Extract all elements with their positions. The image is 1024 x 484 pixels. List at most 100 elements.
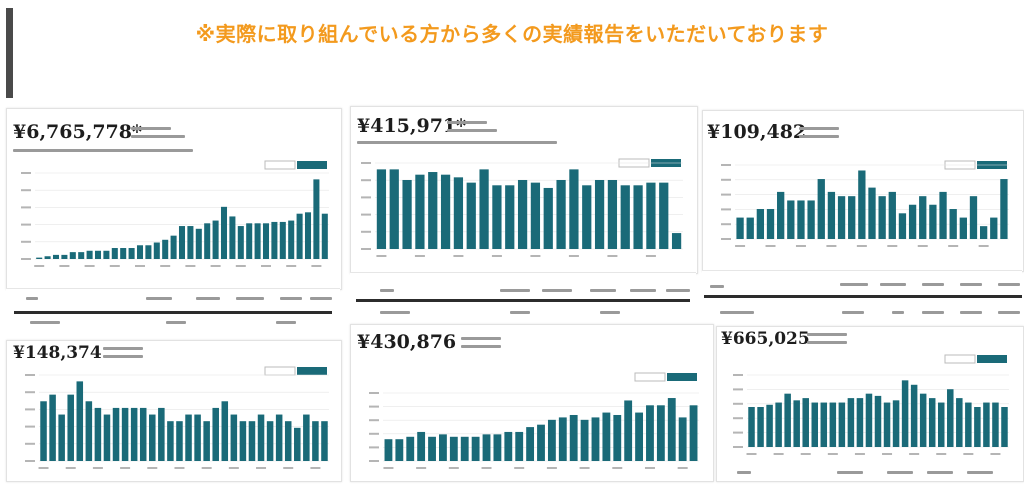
y-tick-label: [361, 196, 371, 199]
bar: [194, 414, 201, 461]
toggle-button-light[interactable]: [264, 366, 296, 376]
chart-panel-5: ¥430,876: [350, 324, 714, 482]
toggle-button-active[interactable]: [977, 355, 1007, 363]
toggle-button-active[interactable]: [297, 367, 327, 375]
bar: [965, 402, 972, 447]
bar: [493, 434, 502, 461]
chart-panel-6: ¥665,025: [716, 326, 1024, 482]
x-tick-label: [909, 453, 920, 455]
bar: [775, 402, 782, 447]
bar: [537, 424, 545, 461]
bar: [748, 407, 755, 447]
x-tick-label: [261, 265, 271, 267]
x-tick-label: [283, 467, 294, 469]
x-tick-label: [607, 255, 618, 257]
chart-panel-4: ¥148,374: [6, 340, 342, 482]
x-tick-label: [773, 453, 784, 455]
y-tick-label: [733, 388, 743, 391]
bar: [479, 169, 489, 249]
bar: [659, 182, 669, 249]
bar: [504, 431, 513, 461]
x-tick-label: [882, 453, 893, 455]
bar: [1000, 179, 1008, 239]
toggle-button-light[interactable]: [264, 160, 296, 170]
bar: [777, 191, 785, 239]
y-tick-label: [721, 178, 731, 181]
x-tick-label: [677, 467, 688, 469]
bar-chart-1: [21, 160, 329, 267]
amount-2: ¥415,971*: [357, 115, 467, 137]
bar: [746, 217, 754, 239]
y-tick-label: [721, 223, 731, 226]
bar: [229, 216, 236, 259]
bar: [271, 221, 278, 259]
bar: [44, 256, 51, 259]
bar: [204, 223, 211, 259]
bar: [128, 248, 135, 259]
toggle-button-light[interactable]: [634, 372, 666, 382]
bar: [607, 179, 618, 249]
x-tick-label: [59, 265, 70, 267]
x-tick-label: [746, 453, 757, 455]
x-tick-label: [546, 467, 557, 469]
bar: [69, 252, 76, 259]
bar: [94, 250, 102, 259]
x-tick-label: [147, 467, 158, 469]
accent-bar: [6, 8, 13, 98]
x-tick-label: [414, 255, 425, 257]
x-tick-label: [854, 453, 865, 455]
bar: [187, 226, 194, 259]
bar: [85, 401, 93, 461]
toggle-button-active[interactable]: [667, 373, 697, 381]
y-tick-label: [369, 392, 379, 394]
bar: [868, 187, 876, 239]
x-tick-label: [735, 245, 746, 247]
data-strip-1: [6, 288, 340, 329]
bar: [220, 206, 228, 259]
y-tick-label: [733, 431, 743, 434]
y-tick-label: [25, 374, 35, 376]
x-tick-label: [383, 467, 394, 469]
bar: [878, 196, 886, 239]
bar: [892, 400, 900, 447]
amount-6: ¥665,025: [721, 329, 810, 349]
bar-chart-6: [733, 354, 1009, 455]
bar: [635, 412, 643, 461]
toggle-button-light[interactable]: [944, 354, 976, 364]
toggle-button-active[interactable]: [297, 161, 327, 169]
x-tick-label: [645, 255, 656, 257]
bar: [460, 436, 469, 461]
bar: [158, 407, 165, 461]
bar: [428, 436, 436, 461]
x-tick-label: [34, 265, 45, 267]
bar: [689, 405, 698, 461]
bar: [807, 200, 815, 239]
bar: [402, 179, 412, 249]
bar: [526, 427, 535, 461]
bar: [78, 252, 85, 259]
x-tick-label: [185, 265, 196, 267]
bar: [817, 179, 825, 239]
x-tick-label: [135, 265, 145, 267]
bar: [428, 172, 438, 249]
bar: [827, 191, 836, 239]
bar: [139, 407, 147, 461]
bar: [594, 179, 605, 249]
bar: [294, 427, 301, 461]
bar: [919, 196, 927, 239]
bar: [321, 421, 328, 461]
bar: [266, 421, 274, 461]
bar: [784, 393, 791, 447]
chart-panel-3: ¥109,482: [702, 110, 1024, 272]
bar: [766, 404, 773, 447]
x-tick-label: [376, 255, 387, 257]
bar: [185, 414, 192, 461]
bar: [678, 417, 687, 461]
bar: [569, 169, 579, 249]
x-tick-label: [917, 245, 928, 247]
x-tick-label: [644, 467, 655, 469]
bar: [883, 402, 891, 447]
bar: [656, 405, 665, 461]
bar: [492, 185, 502, 249]
bar: [856, 398, 864, 447]
